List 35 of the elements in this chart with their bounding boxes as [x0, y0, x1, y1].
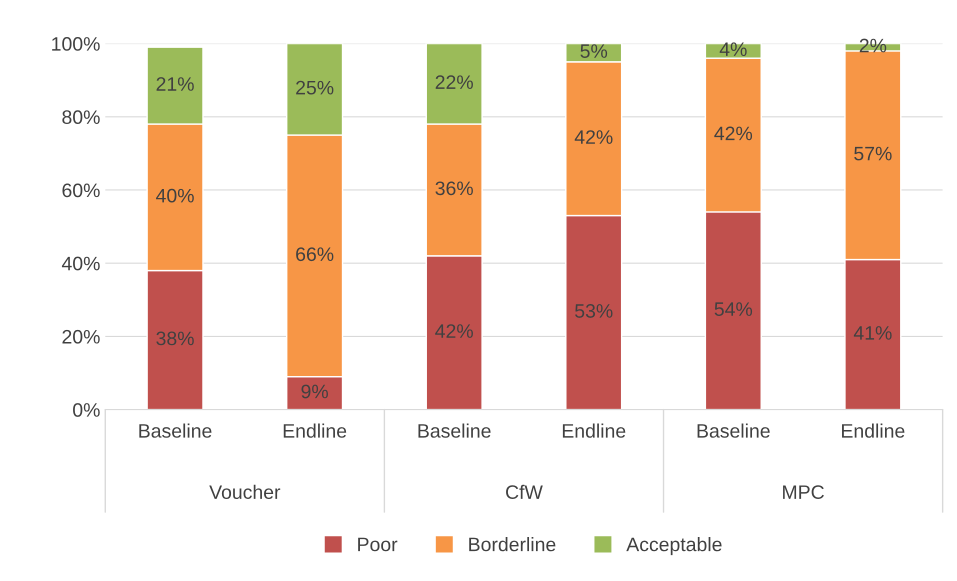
- data-label: 36%: [435, 181, 473, 196]
- data-label: 25%: [296, 80, 334, 95]
- data-label: 42%: [714, 126, 752, 140]
- data-label: 4%: [720, 42, 747, 56]
- y-tick-label: 100%: [52, 37, 100, 51]
- legend-label: Poor: [358, 538, 398, 552]
- x-tick-label: Endline: [562, 423, 626, 438]
- text: CfW: [506, 484, 543, 500]
- data-label: 53%: [575, 304, 613, 318]
- x-tick-label: Endline: [842, 423, 904, 438]
- legend-label: Acceptable: [626, 537, 722, 556]
- data-label: 22%: [436, 75, 473, 89]
- x-tick-label: Baseline: [418, 423, 491, 438]
- text: Voucher: [209, 484, 280, 500]
- data-label: 54%: [714, 302, 752, 316]
- y-tick-label: 40%: [62, 256, 100, 270]
- data-label: 42%: [574, 130, 613, 144]
- x-tick-label: Endline: [284, 423, 346, 438]
- data-label: 66%: [296, 247, 334, 262]
- data-label: 40%: [156, 188, 194, 203]
- data-label: 38%: [156, 332, 194, 346]
- data-label: 42%: [435, 324, 473, 338]
- y-tick-label: 60%: [62, 183, 100, 198]
- data-label: 57%: [854, 146, 892, 160]
- data-label: 5%: [580, 44, 608, 58]
- y-tick-label: 80%: [62, 110, 100, 124]
- legend-label: Borderline: [469, 537, 556, 552]
- data-label: 21%: [156, 77, 194, 91]
- y-tick-label: 0%: [73, 403, 100, 417]
- data-label: 41%: [854, 326, 892, 340]
- x-tick-label: Baseline: [698, 423, 770, 438]
- text: MPC: [783, 485, 824, 500]
- data-label: 9%: [301, 384, 328, 398]
- x-tick-label: Baseline: [139, 423, 212, 438]
- y-tick-label: 20%: [62, 330, 100, 344]
